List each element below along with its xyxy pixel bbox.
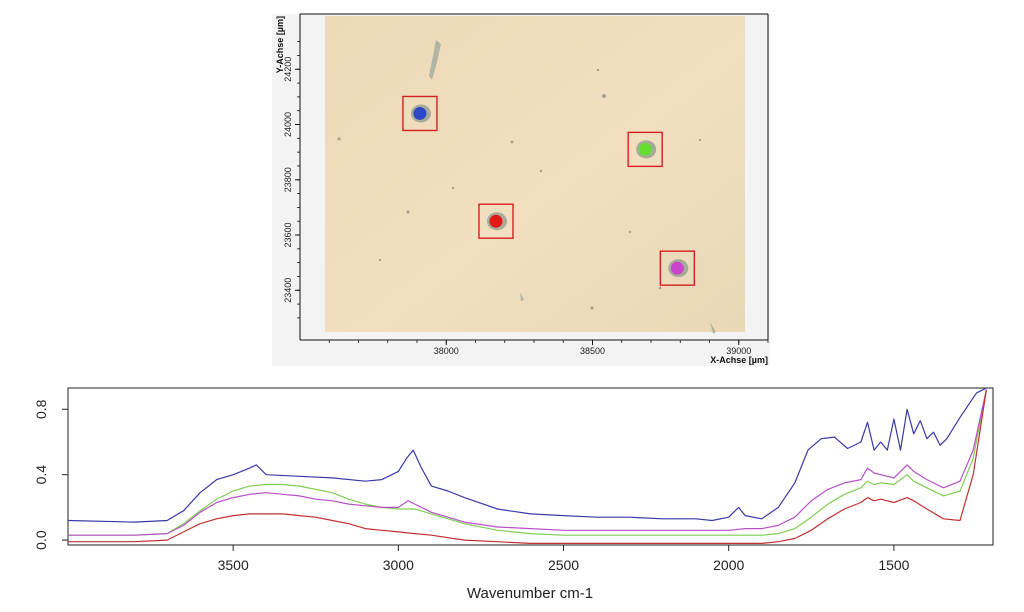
speck — [628, 230, 632, 234]
speck — [406, 210, 410, 214]
image-y-tick-label: 23800 — [283, 167, 293, 192]
image-x-tick-label: 39000 — [726, 346, 751, 356]
speck — [451, 186, 455, 190]
speck — [658, 286, 662, 290]
spectrum-y-tick-label: 0.8 — [33, 399, 49, 419]
microscope-image — [325, 16, 745, 332]
speck — [596, 68, 600, 72]
spectrum-lines — [67, 387, 987, 544]
microscope-panel: 38000 38500 39000 24200 24000 23800 23600 2340… — [272, 13, 770, 366]
measurement-point-red — [489, 214, 503, 228]
measurement-point-magenta — [670, 261, 684, 275]
image-y-tick-label: 23400 — [283, 278, 293, 303]
selection-box — [627, 131, 663, 168]
particles — [402, 95, 696, 286]
spectrum-x-tick-label: 2000 — [713, 557, 744, 573]
speck — [698, 138, 702, 142]
speck — [602, 94, 606, 98]
speck — [590, 306, 594, 310]
spectrum-series-red — [68, 389, 987, 544]
image-x-axis-label: X-Achse [µm] — [710, 355, 768, 365]
image-specks — [337, 40, 716, 334]
image-y-ticks: 24200 24000 23800 23600 23400 — [283, 41, 300, 319]
particle-magenta — [659, 250, 696, 286]
speck-streak — [710, 322, 716, 334]
spectrum-x-tick-label: 3500 — [218, 557, 249, 573]
image-y-tick-label: 24200 — [283, 57, 293, 82]
particle-green — [627, 131, 663, 168]
speck-streak — [520, 292, 524, 301]
spectrum-series-green — [68, 389, 987, 536]
speck — [337, 137, 341, 141]
particle-red — [478, 203, 514, 239]
measurement-point-blue — [413, 106, 427, 120]
spectrum-y-tick-label: 0.4 — [33, 465, 49, 485]
spectrum-panel: 3500 3000 2500 2000 1500 0.0 0.4 0.8 Wavenumbe… — [33, 387, 994, 602]
speck — [539, 169, 543, 173]
selection-box — [478, 203, 514, 239]
spectrum-x-tick-label: 1500 — [878, 557, 909, 573]
spectrum-y-tick-label: 0.0 — [33, 530, 49, 550]
particle-blue — [402, 95, 438, 132]
image-x-tick-label: 38000 — [434, 346, 459, 356]
image-x-tick-label: 38500 — [580, 346, 605, 356]
spectrum-x-ticks: 3500 3000 2500 2000 1500 — [218, 545, 910, 573]
spectrum-x-tick-label: 2500 — [548, 557, 579, 573]
speck — [378, 258, 382, 262]
selection-box — [659, 250, 696, 286]
spectrum-series-magenta — [68, 389, 987, 536]
selection-box — [402, 95, 438, 132]
spectrum-y-ticks: 0.0 0.4 0.8 — [33, 399, 68, 550]
measurement-point-green — [638, 142, 652, 156]
spectrum-plot-box — [67, 387, 994, 546]
image-y-tick-label: 24000 — [283, 112, 293, 137]
image-y-tick-label: 23600 — [283, 223, 293, 248]
image-y-axis-label: Y-Achse [µm] — [275, 16, 285, 73]
spectrum-x-tick-label: 3000 — [383, 557, 414, 573]
speck-streak — [429, 40, 441, 80]
spectrum-x-axis-label: Wavenumber cm-1 — [467, 585, 593, 602]
speck — [510, 140, 514, 144]
image-x-ticks: 38000 38500 39000 — [328, 340, 769, 356]
spectrum-series-blue — [67, 387, 987, 523]
